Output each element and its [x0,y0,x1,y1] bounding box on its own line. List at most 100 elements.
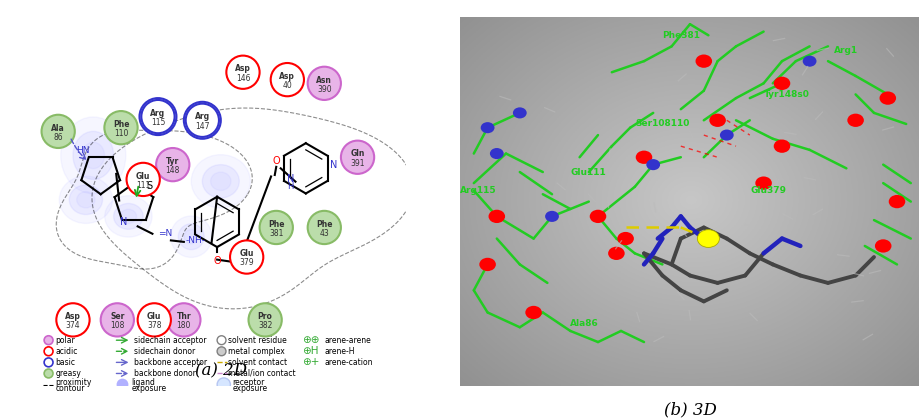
Text: exposure: exposure [131,384,166,393]
Ellipse shape [82,142,105,168]
Text: O: O [272,156,279,166]
Text: ⊕H: ⊕H [301,346,318,356]
Text: S: S [146,181,153,192]
Text: N: N [287,174,294,184]
Circle shape [167,303,200,336]
Text: Tyr: Tyr [166,157,179,166]
Text: arene-arene: arene-arene [323,336,370,345]
Circle shape [525,306,541,319]
Text: basic: basic [55,358,75,367]
Circle shape [44,358,53,367]
Circle shape [479,258,495,271]
Ellipse shape [184,230,199,244]
Text: Glu379: Glu379 [749,186,786,195]
Text: Arg: Arg [195,113,210,121]
Circle shape [754,176,771,190]
Circle shape [801,55,816,67]
Circle shape [217,347,226,356]
Text: (a) 2D: (a) 2D [195,362,246,379]
Ellipse shape [113,203,143,229]
Text: -NH-: -NH- [186,236,206,244]
Text: arene-cation: arene-cation [323,358,372,367]
Text: Arg115: Arg115 [460,186,496,195]
Text: metal complex: metal complex [228,347,285,356]
Circle shape [635,151,652,164]
Circle shape [695,55,711,68]
Circle shape [230,240,263,274]
Text: metal/ion contact: metal/ion contact [228,369,296,378]
Circle shape [480,122,494,133]
Text: N: N [119,217,127,227]
Text: Phe: Phe [316,220,332,228]
Text: Asp: Asp [65,312,81,321]
Circle shape [217,336,226,345]
Ellipse shape [76,192,95,208]
Circle shape [846,114,863,127]
Circle shape [44,347,53,356]
Text: Phe: Phe [113,120,129,129]
Circle shape [41,115,74,148]
Text: Asp: Asp [279,72,295,81]
Text: 147: 147 [195,122,210,131]
Ellipse shape [73,131,113,179]
Circle shape [545,211,559,222]
Circle shape [138,303,171,336]
Text: =N: =N [158,229,172,238]
Text: solvent contact: solvent contact [228,358,287,367]
Text: 381: 381 [268,229,283,238]
Circle shape [720,129,733,141]
Circle shape [142,100,175,133]
Text: 111: 111 [136,181,150,190]
Circle shape [127,163,160,196]
Circle shape [248,303,281,336]
Text: Phe381: Phe381 [661,31,699,40]
Circle shape [44,369,53,378]
Circle shape [44,336,53,345]
Text: contour: contour [55,384,85,393]
Circle shape [773,139,789,153]
Text: polar: polar [55,336,74,345]
Text: Ala: Ala [51,123,65,133]
Text: greasy: greasy [55,369,81,378]
Text: Asp: Asp [234,64,251,74]
Circle shape [100,303,134,336]
Text: Ala86: Ala86 [569,319,598,328]
Circle shape [184,102,221,139]
Ellipse shape [170,216,211,257]
Circle shape [260,211,292,244]
Text: Glu: Glu [147,312,161,321]
Text: 382: 382 [257,321,272,330]
Circle shape [186,104,219,137]
Text: ⊕+: ⊕+ [301,357,319,368]
Text: O: O [213,256,221,266]
Ellipse shape [191,155,250,208]
Ellipse shape [202,165,239,198]
Text: 40: 40 [282,81,292,90]
Text: 391: 391 [350,159,365,168]
Text: Pro: Pro [257,312,272,321]
Circle shape [341,141,374,174]
Text: Tyr148s0: Tyr148s0 [763,90,809,99]
Circle shape [307,67,341,100]
Text: Asn: Asn [316,76,332,84]
Text: HN: HN [76,146,89,155]
Text: 379: 379 [239,258,254,268]
Circle shape [879,92,895,105]
Text: 180: 180 [176,321,191,330]
Circle shape [589,210,606,223]
Text: 108: 108 [110,321,124,330]
Text: exposure: exposure [233,384,267,393]
Text: 110: 110 [114,129,128,138]
Text: Arg: Arg [150,109,165,118]
Circle shape [607,247,624,260]
Circle shape [226,55,259,89]
Text: Phe: Phe [267,220,284,228]
Text: receptor: receptor [233,378,265,387]
Text: Glu: Glu [239,249,254,258]
Text: 148: 148 [165,166,180,175]
Text: H: H [287,182,293,191]
Text: 146: 146 [235,74,250,83]
Text: 43: 43 [319,229,329,238]
Text: proximity: proximity [55,378,92,387]
Circle shape [490,148,504,159]
